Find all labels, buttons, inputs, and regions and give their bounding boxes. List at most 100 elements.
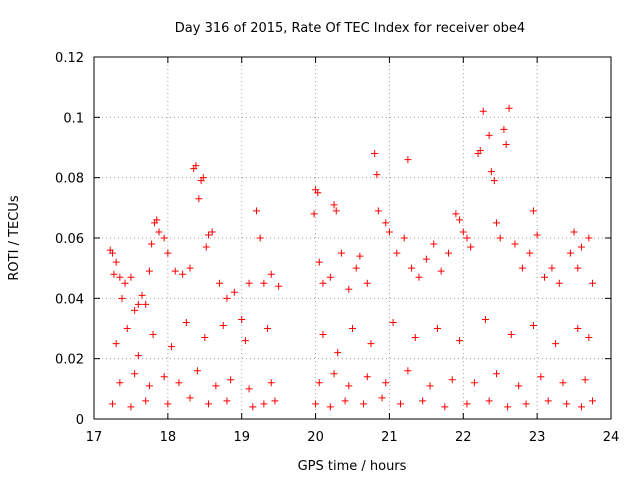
data-point	[310, 210, 318, 218]
data-point	[195, 195, 203, 203]
x-tick-label: 24	[603, 430, 620, 445]
data-point	[118, 294, 126, 302]
data-point	[529, 321, 537, 329]
data-point	[574, 325, 582, 332]
y-tick-label: 0.02	[55, 353, 84, 368]
data-point	[470, 379, 478, 387]
data-point	[581, 376, 589, 384]
data-point	[315, 379, 323, 387]
data-point	[493, 370, 501, 378]
data-point	[145, 382, 153, 390]
data-point	[315, 258, 323, 266]
data-point	[168, 343, 176, 351]
data-point	[112, 340, 120, 348]
data-point	[411, 334, 419, 342]
data-point	[352, 264, 360, 272]
data-point	[204, 231, 212, 239]
data-point	[426, 382, 434, 390]
data-point	[216, 279, 224, 287]
data-point	[481, 315, 489, 323]
data-point	[367, 340, 375, 348]
data-point	[108, 400, 116, 408]
data-point	[145, 267, 153, 275]
data-point	[566, 249, 574, 257]
data-point	[408, 264, 416, 272]
x-tick-label: 17	[86, 430, 103, 445]
data-point	[485, 397, 493, 405]
data-point	[452, 210, 460, 218]
data-point	[363, 373, 371, 381]
data-point	[448, 376, 456, 384]
data-point	[544, 397, 552, 405]
data-point	[138, 291, 146, 299]
data-point	[330, 201, 338, 209]
data-point	[433, 325, 441, 332]
data-point	[345, 382, 353, 390]
data-point	[437, 267, 445, 275]
data-point	[326, 403, 334, 411]
data-point	[415, 273, 423, 281]
data-point	[541, 273, 549, 281]
data-point	[260, 279, 268, 287]
grid-lines	[94, 57, 611, 419]
data-point	[500, 125, 508, 133]
data-point	[116, 273, 124, 281]
data-point	[505, 104, 513, 112]
data-point	[267, 270, 275, 278]
data-point	[202, 243, 210, 251]
data-point	[563, 400, 571, 408]
data-point	[249, 403, 257, 411]
data-point	[148, 240, 156, 248]
y-tick-label: 0	[76, 413, 84, 428]
data-point	[186, 394, 194, 402]
data-point	[518, 264, 526, 272]
data-point	[577, 403, 585, 411]
data-point	[389, 318, 397, 326]
data-point	[529, 207, 537, 215]
data-point	[193, 367, 201, 375]
data-point	[334, 349, 342, 357]
data-point	[223, 397, 231, 405]
data-point	[127, 403, 135, 411]
x-tick-label: 19	[233, 430, 250, 445]
data-point	[490, 177, 498, 185]
data-point	[208, 228, 216, 236]
x-tick-label: 22	[455, 430, 472, 445]
data-point	[485, 131, 493, 139]
axis-ticks: 17 18 19 20 21 22 23 24 0 0.02 0.04 0.06 0.08 0.1 0.12	[55, 51, 619, 445]
data-point	[264, 325, 272, 332]
data-point	[149, 331, 157, 339]
data-point	[577, 243, 585, 251]
y-tick-label: 0.08	[55, 172, 84, 187]
data-point	[134, 352, 142, 360]
data-point	[504, 403, 512, 411]
data-point	[574, 264, 582, 272]
data-point	[404, 156, 412, 164]
data-point	[223, 294, 231, 302]
y-axis-label: ROTI / TECUs	[7, 195, 22, 280]
x-tick-label: 20	[307, 430, 324, 445]
data-point	[131, 306, 139, 314]
data-point	[171, 267, 179, 275]
data-point	[507, 331, 515, 339]
data-point	[456, 337, 464, 345]
data-point	[155, 228, 163, 236]
data-point	[160, 373, 168, 381]
data-point	[548, 264, 556, 272]
data-point	[121, 279, 129, 287]
data-point	[397, 400, 405, 408]
data-point	[164, 400, 172, 408]
data-point	[585, 234, 593, 242]
data-point	[589, 397, 597, 405]
data-point	[199, 174, 207, 182]
data-point	[260, 400, 268, 408]
data-point	[502, 140, 510, 148]
data-point	[456, 216, 464, 224]
y-tick-label: 0.1	[63, 111, 84, 126]
data-point	[332, 207, 340, 215]
data-point	[267, 379, 275, 387]
y-tick-label: 0.12	[55, 51, 84, 66]
data-point	[522, 400, 530, 408]
data-point	[271, 397, 279, 405]
